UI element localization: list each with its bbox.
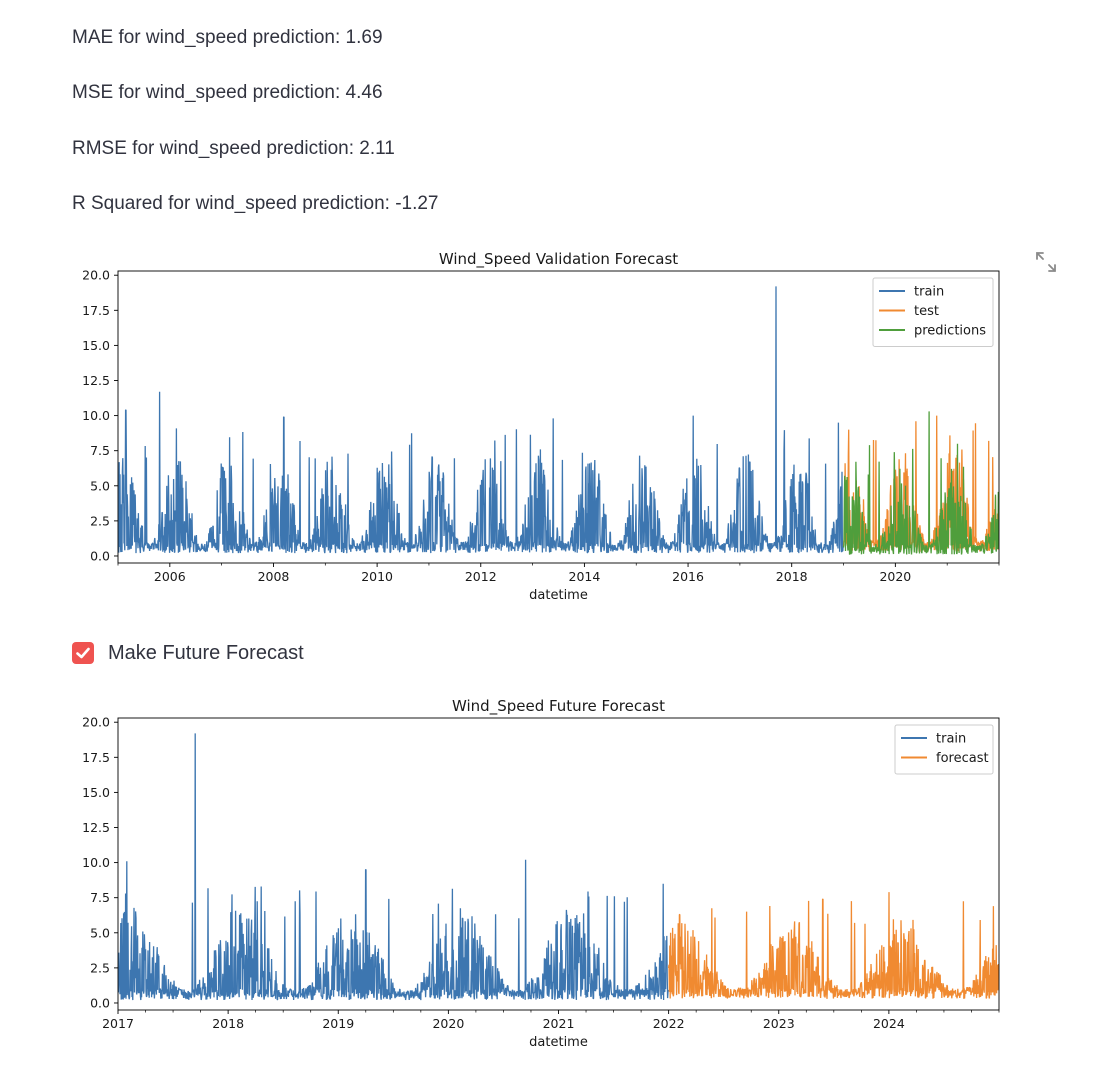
legend-label-test: test [914,304,939,319]
chart-series-group [118,286,999,555]
x-tick-label: 2018 [776,569,808,584]
x-tick-label: 2010 [361,569,393,584]
x-axis-label: datetime [529,588,588,603]
y-tick-label: 17.5 [82,303,110,318]
mae-metric: MAE for wind_speed prediction: 1.69 [72,27,383,48]
r-squared-metric: R Squared for wind_speed prediction: -1.… [72,193,439,214]
y-tick-label: 0.0 [90,548,110,563]
y-tick-label: 0.0 [90,995,110,1010]
x-tick-label: 2024 [873,1016,905,1031]
x-tick-label: 2008 [258,569,290,584]
chart-svg: Wind_Speed Future Forecast 0.0 2.5 5.0 7.5 10… [82,697,1000,1050]
y-tick-label: 7.5 [90,443,110,458]
y-tick-label: 10.0 [82,855,110,870]
make-future-forecast-checkbox[interactable]: Make Future Forecast [72,640,304,666]
x-tick-label: 2017 [102,1016,134,1031]
check-icon [76,647,90,659]
y-tick-label: 15.0 [82,338,110,353]
chart-frame [117,270,1000,564]
validation-forecast-chart: Wind_Speed Validation Forecast 0.0 2.5 5.0 7… [0,240,1100,610]
mse-metric: MSE for wind_speed prediction: 4.46 [72,82,383,103]
y-tick-label: 5.0 [90,925,110,940]
y-tick-label: 2.5 [90,960,110,975]
y-tick-label: 15.0 [82,785,110,800]
chart-svg: Wind_Speed Validation Forecast 0.0 2.5 5.0 7… [82,250,1000,603]
x-axis-label: datetime [529,1035,588,1050]
x-tick-label: 2023 [763,1016,795,1031]
x-tick-label: 2018 [212,1016,244,1031]
series-line-test [842,415,999,553]
series-line-forecast [667,892,999,999]
y-tick-label: 12.5 [82,373,110,388]
x-tick-label: 2020 [879,569,911,584]
future-forecast-chart: Wind_Speed Future Forecast 0.0 2.5 5.0 7.5 10… [0,688,1100,1060]
chart-title: Wind_Speed Future Forecast [452,697,665,716]
y-tick-label: 17.5 [82,750,110,765]
x-tick-label: 2019 [322,1016,354,1031]
expand-fullscreen-icon [1036,252,1056,272]
y-tick-label: 12.5 [82,820,110,835]
series-line-train [118,733,670,1001]
x-tick-label: 2022 [653,1016,685,1031]
y-tick-label: 5.0 [90,478,110,493]
y-tick-label: 7.5 [90,890,110,905]
checkbox-label: Make Future Forecast [108,641,304,664]
legend-label-train: train [914,285,944,300]
y-tick-label: 20.0 [82,715,110,730]
y-tick-label: 10.0 [82,408,110,423]
x-tick-label: 2014 [569,569,601,584]
x-tick-label: 2020 [432,1016,464,1031]
x-tick-label: 2021 [543,1016,575,1031]
legend-label-forecast: forecast [936,751,989,766]
series-line-train [118,286,844,554]
legend-label-predictions: predictions [914,324,986,339]
chart-title: Wind_Speed Validation Forecast [439,250,678,269]
checkbox-box[interactable] [72,642,94,664]
y-tick-label: 20.0 [82,268,110,283]
y-tick-label: 2.5 [90,513,110,528]
x-tick-label: 2016 [672,569,704,584]
x-tick-label: 2012 [465,569,497,584]
chart-series-group [118,733,999,1001]
x-tick-label: 2006 [154,569,186,584]
rmse-metric: RMSE for wind_speed prediction: 2.11 [72,138,395,159]
expand-fullscreen-button[interactable] [1034,250,1058,274]
series-line-predictions [842,411,999,555]
legend-label-train: train [936,732,966,747]
